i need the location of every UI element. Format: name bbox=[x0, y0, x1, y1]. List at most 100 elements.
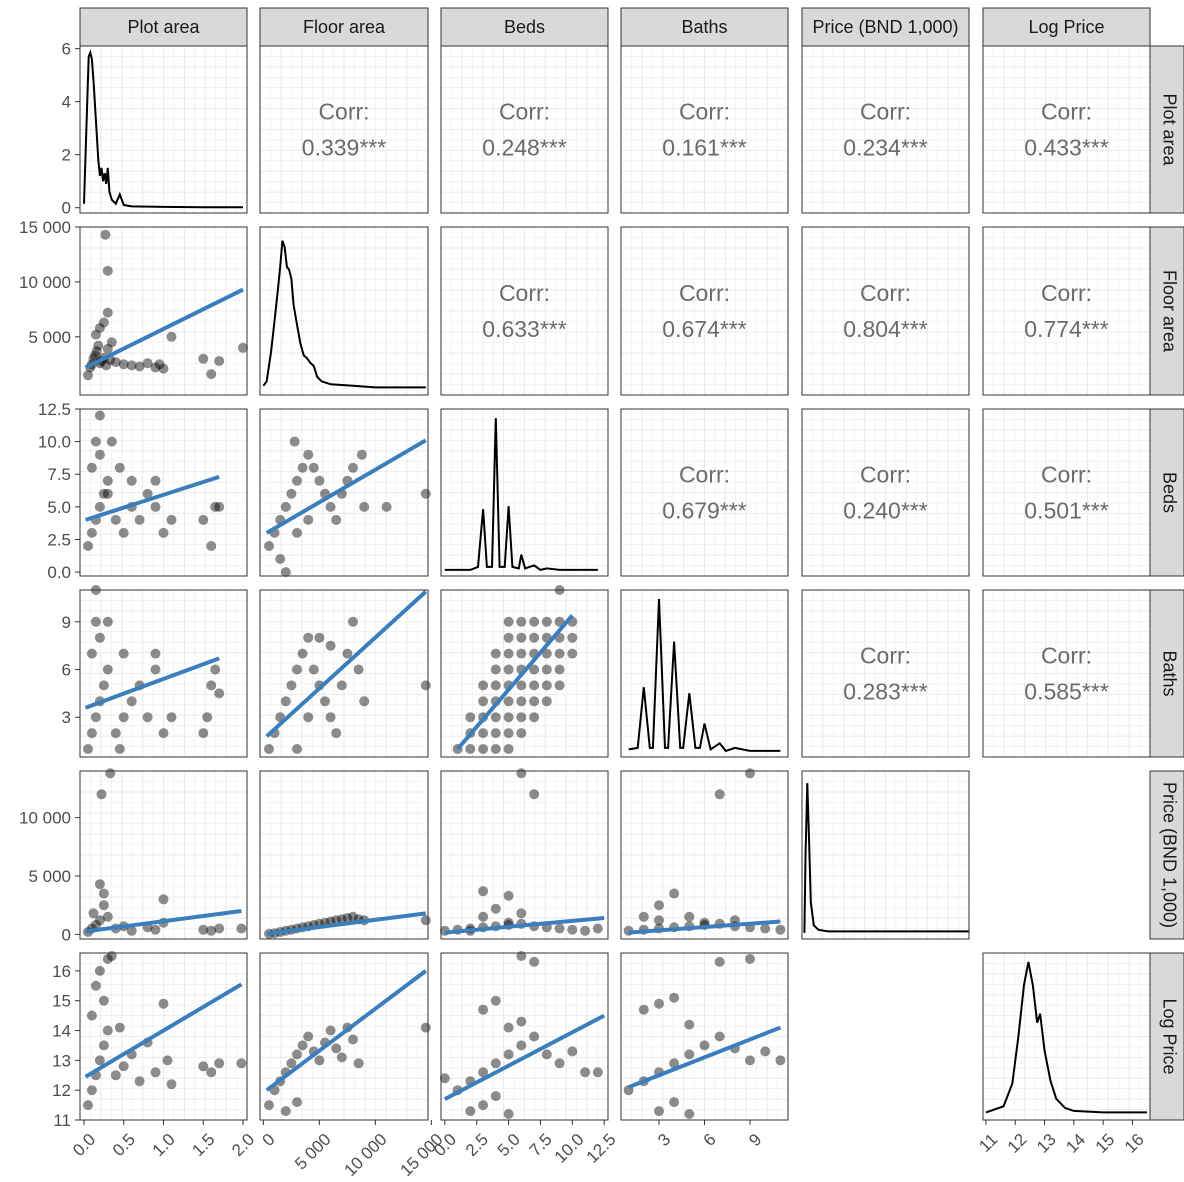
data-point bbox=[359, 501, 370, 512]
x-tick-label: 0.0 bbox=[69, 1130, 99, 1160]
data-point bbox=[669, 1058, 680, 1069]
data-point bbox=[638, 1004, 649, 1015]
y-tick-label: 13 bbox=[52, 1051, 71, 1070]
data-point bbox=[289, 436, 300, 447]
x-tick-label: 10.0 bbox=[551, 1130, 588, 1167]
x-tick-label: 9 bbox=[745, 1130, 765, 1150]
corr-label: Corr: bbox=[1041, 643, 1092, 669]
data-point bbox=[314, 632, 325, 643]
x-tick-label: 0 bbox=[259, 1130, 279, 1150]
data-point bbox=[98, 995, 109, 1006]
corr-value: 0.433*** bbox=[1024, 135, 1108, 161]
data-point bbox=[150, 664, 161, 675]
data-point bbox=[503, 648, 514, 659]
panel-border bbox=[440, 589, 609, 758]
data-point bbox=[420, 915, 431, 926]
data-point bbox=[280, 696, 291, 707]
row-strip-label: Floor area bbox=[1159, 270, 1179, 353]
data-point bbox=[478, 1100, 489, 1111]
data-point bbox=[118, 648, 129, 659]
data-point bbox=[214, 356, 225, 366]
data-point bbox=[775, 1055, 786, 1066]
data-point bbox=[94, 632, 105, 643]
x-tick-label: 2.0 bbox=[228, 1130, 258, 1160]
data-point bbox=[134, 514, 145, 525]
data-point bbox=[325, 640, 336, 651]
data-point bbox=[83, 370, 93, 381]
y-tick-label: 16 bbox=[52, 962, 71, 981]
data-point bbox=[714, 956, 725, 967]
data-point bbox=[503, 664, 514, 675]
data-point bbox=[106, 436, 117, 447]
data-point bbox=[669, 888, 680, 899]
data-point bbox=[134, 1076, 145, 1087]
data-point bbox=[86, 1085, 97, 1096]
data-point bbox=[110, 357, 121, 368]
data-point bbox=[158, 363, 169, 374]
data-point bbox=[214, 1058, 225, 1069]
data-point bbox=[126, 925, 137, 936]
data-point bbox=[236, 923, 247, 934]
data-point bbox=[714, 789, 725, 800]
data-point bbox=[303, 712, 314, 723]
data-point bbox=[303, 449, 314, 460]
panel-beds-vs-log-price: Corr: 0.501*** bbox=[982, 408, 1151, 577]
data-point bbox=[745, 768, 755, 779]
data-point bbox=[308, 462, 319, 473]
data-point bbox=[503, 744, 514, 754]
data-point bbox=[142, 488, 153, 499]
data-point bbox=[465, 744, 476, 754]
data-point bbox=[86, 527, 97, 538]
data-point bbox=[98, 888, 109, 899]
corr-label: Corr: bbox=[860, 643, 911, 669]
data-point bbox=[292, 744, 302, 754]
data-point bbox=[529, 680, 540, 691]
y-tick-label: 6 bbox=[62, 661, 71, 680]
corr-value: 0.248*** bbox=[482, 135, 566, 161]
corr-value: 0.234*** bbox=[843, 135, 927, 161]
panel-baths-vs-log-price: Corr: 0.585*** bbox=[982, 589, 1151, 758]
data-point bbox=[275, 554, 286, 564]
density-curve bbox=[985, 961, 1148, 1114]
data-point bbox=[638, 911, 649, 922]
data-point bbox=[118, 712, 129, 723]
data-point bbox=[150, 362, 161, 373]
x-tick-label: 16 bbox=[1121, 1130, 1148, 1157]
data-point bbox=[684, 911, 695, 922]
data-point bbox=[202, 712, 213, 723]
data-point bbox=[529, 632, 540, 643]
panel-floor-area-vs-beds: Corr: 0.633*** bbox=[440, 226, 609, 396]
data-point bbox=[166, 712, 177, 723]
data-point bbox=[114, 744, 125, 754]
data-point bbox=[210, 664, 221, 675]
panel-border bbox=[982, 45, 1151, 214]
column-strip-floor-area bbox=[259, 7, 429, 47]
data-point bbox=[714, 1031, 725, 1042]
panel-border bbox=[79, 589, 248, 758]
corr-value: 0.804*** bbox=[843, 316, 927, 342]
panel-price-bnd-1-000-vs-plot-area bbox=[79, 768, 248, 940]
data-point bbox=[516, 712, 527, 723]
corr-value: 0.501*** bbox=[1024, 498, 1108, 524]
row-strip-label: Price (BND 1,000) bbox=[1159, 782, 1179, 928]
panel-plot-area-vs-baths: Corr: 0.161*** bbox=[620, 45, 789, 214]
data-point bbox=[166, 331, 177, 342]
data-point bbox=[760, 923, 771, 934]
data-point bbox=[286, 680, 297, 691]
data-point bbox=[90, 920, 101, 930]
data-point bbox=[162, 1055, 173, 1066]
data-point bbox=[106, 337, 117, 348]
data-point bbox=[490, 744, 501, 754]
data-point bbox=[198, 924, 209, 935]
regression-line bbox=[265, 438, 427, 535]
data-point bbox=[102, 488, 113, 499]
density-curve bbox=[262, 240, 426, 389]
data-point bbox=[102, 265, 113, 276]
data-point bbox=[286, 488, 297, 499]
data-point bbox=[567, 924, 578, 935]
data-point bbox=[529, 789, 540, 800]
row-strip-log-price bbox=[1149, 952, 1184, 1121]
corr-value: 0.283*** bbox=[843, 679, 927, 705]
data-point bbox=[158, 998, 169, 1009]
panel-price-bnd-1-000-vs-floor-area bbox=[259, 770, 431, 940]
